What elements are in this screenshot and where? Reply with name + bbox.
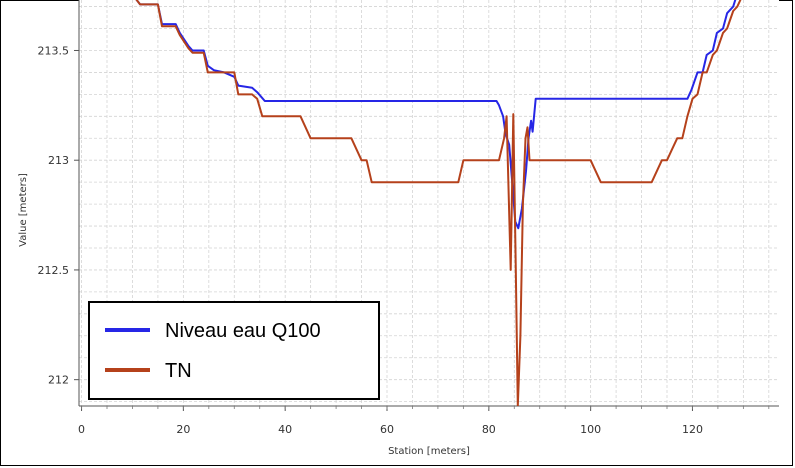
y-tick-label: 212 <box>48 374 69 387</box>
legend-label-tn: TN <box>165 360 192 382</box>
x-axis-title: Station [meters] <box>388 446 470 457</box>
y-axis-title: Value [meters] <box>18 173 29 247</box>
series-tn-line <box>135 0 742 406</box>
y-tick-label: 213.5 <box>38 44 70 57</box>
y-tick-label: 213 <box>48 154 69 167</box>
x-tick-label: 80 <box>482 423 496 436</box>
x-tick-label: 40 <box>278 423 292 436</box>
legend: Niveau eau Q100 TN <box>88 301 380 400</box>
legend-label-niveau: Niveau eau Q100 <box>165 320 321 342</box>
tick-labels: 0 20 40 60 80 100 120 212 212.5 213 213.5 <box>38 44 703 436</box>
x-tick-label: 100 <box>580 423 601 436</box>
legend-box <box>88 301 380 400</box>
x-tick-label: 120 <box>682 423 703 436</box>
x-tick-label: 60 <box>380 423 394 436</box>
x-tick-label: 20 <box>176 423 190 436</box>
series-layer <box>135 0 742 406</box>
y-tick-label: 212.5 <box>38 264 70 277</box>
axes <box>74 0 779 411</box>
x-tick-label: 0 <box>78 423 85 436</box>
